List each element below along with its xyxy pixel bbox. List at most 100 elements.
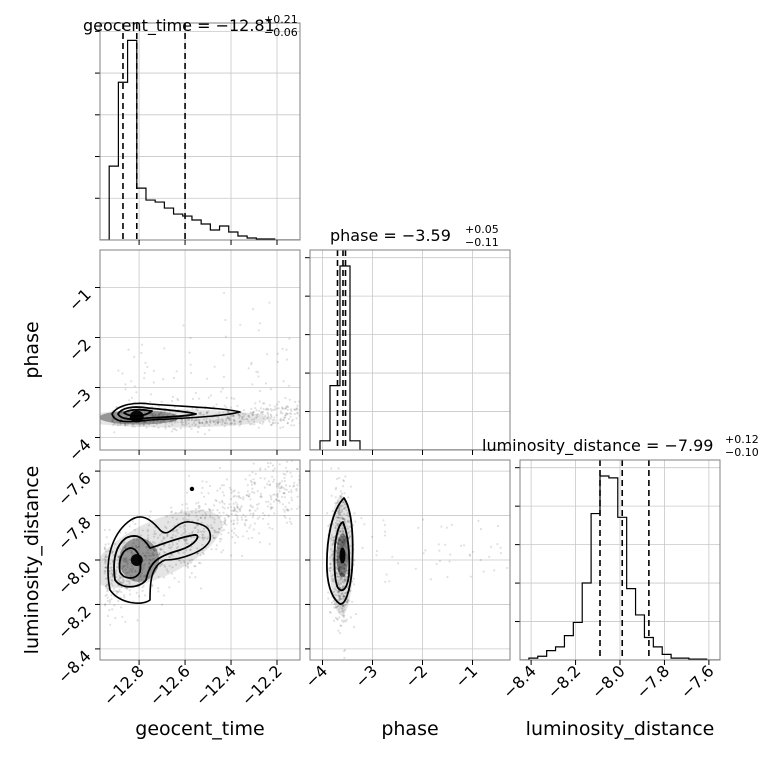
sample-point (164, 422, 167, 425)
sample-point (337, 516, 340, 519)
sample-point (249, 512, 252, 515)
sample-point (346, 586, 349, 589)
histogram-bar (591, 514, 600, 660)
sample-point (270, 423, 273, 426)
sample-point (264, 414, 267, 417)
sample-point (185, 538, 188, 541)
sample-point (336, 516, 339, 519)
sample-point (270, 498, 273, 501)
sample-point (340, 572, 344, 575)
sample-point (222, 354, 225, 357)
sample-point (152, 421, 155, 424)
sample-point (152, 548, 155, 551)
sample-point (212, 405, 215, 408)
sample-point (341, 517, 344, 520)
sample-point (190, 536, 193, 539)
sample-point (268, 483, 272, 486)
sample-point (345, 556, 348, 559)
sample-point (251, 413, 254, 417)
sample-point (172, 413, 175, 416)
sample-point (253, 423, 256, 426)
sample-point (115, 406, 118, 409)
sample-point (267, 500, 270, 503)
sample-point (341, 593, 345, 596)
sample-point (342, 501, 345, 504)
sample-point (127, 411, 130, 414)
sample-point (172, 413, 175, 417)
sample-point (273, 408, 276, 411)
sample-point (184, 420, 187, 423)
sample-point (221, 501, 224, 504)
sample-point (196, 547, 199, 550)
sample-point (254, 472, 257, 475)
sample-point (336, 572, 339, 575)
histogram-bar (201, 224, 210, 240)
sample-point (191, 558, 194, 561)
sample-point (343, 539, 346, 542)
sample-point (249, 504, 252, 507)
sample-point (149, 510, 152, 513)
sample-point (246, 418, 249, 421)
density-fill (339, 547, 346, 564)
sample-point (188, 474, 191, 477)
sample-point (335, 542, 339, 545)
sample-point (185, 423, 188, 426)
sample-point (198, 536, 201, 539)
sample-point (201, 413, 204, 416)
sample-point (336, 555, 339, 558)
sample-point (169, 547, 172, 550)
sample-point (209, 524, 213, 527)
sample-point (236, 505, 239, 508)
sample-point (106, 588, 110, 592)
sample-point (142, 423, 146, 426)
sample-point (342, 544, 345, 547)
sample-point (236, 519, 239, 522)
sample-point (222, 520, 225, 523)
sample-point (303, 406, 305, 408)
sample-point (157, 590, 160, 593)
sample-point (340, 538, 344, 542)
sample-point (339, 566, 342, 569)
sample-point (212, 420, 215, 423)
sample-point (269, 423, 272, 426)
sample-point (200, 491, 203, 494)
sample-point (202, 527, 206, 530)
sample-point (263, 486, 266, 489)
sample-point (107, 550, 110, 553)
sample-point (330, 494, 333, 497)
sample-point (106, 590, 109, 593)
sample-point (111, 420, 114, 423)
sample-point (146, 537, 150, 540)
sample-point (219, 390, 223, 393)
sample-point (337, 467, 340, 470)
sample-point (343, 507, 346, 510)
sample-point (244, 519, 247, 522)
sample-point (179, 526, 182, 529)
sample-point (201, 536, 204, 539)
sample-point (103, 546, 106, 549)
sample-point (104, 566, 107, 569)
sample-point (215, 544, 218, 547)
sample-point (120, 590, 123, 594)
sample-point (194, 419, 197, 422)
panel-border (99, 22, 301, 241)
sample-point (335, 572, 338, 575)
sample-point (238, 414, 241, 417)
sample-point (162, 594, 166, 597)
sample-point (339, 606, 342, 609)
sample-point (221, 418, 224, 421)
sample-point (217, 418, 220, 421)
sample-point (257, 329, 260, 332)
sample-point (342, 573, 345, 576)
sample-point (153, 532, 156, 535)
sample-point (104, 543, 107, 546)
sample-point (143, 421, 146, 424)
sample-point (383, 523, 386, 527)
sample-point (333, 603, 336, 606)
sample-point (108, 601, 111, 604)
sample-point (285, 508, 288, 511)
sample-point (270, 409, 273, 412)
sample-point (496, 525, 500, 528)
sample-point (303, 416, 305, 418)
sample-point (295, 407, 298, 410)
